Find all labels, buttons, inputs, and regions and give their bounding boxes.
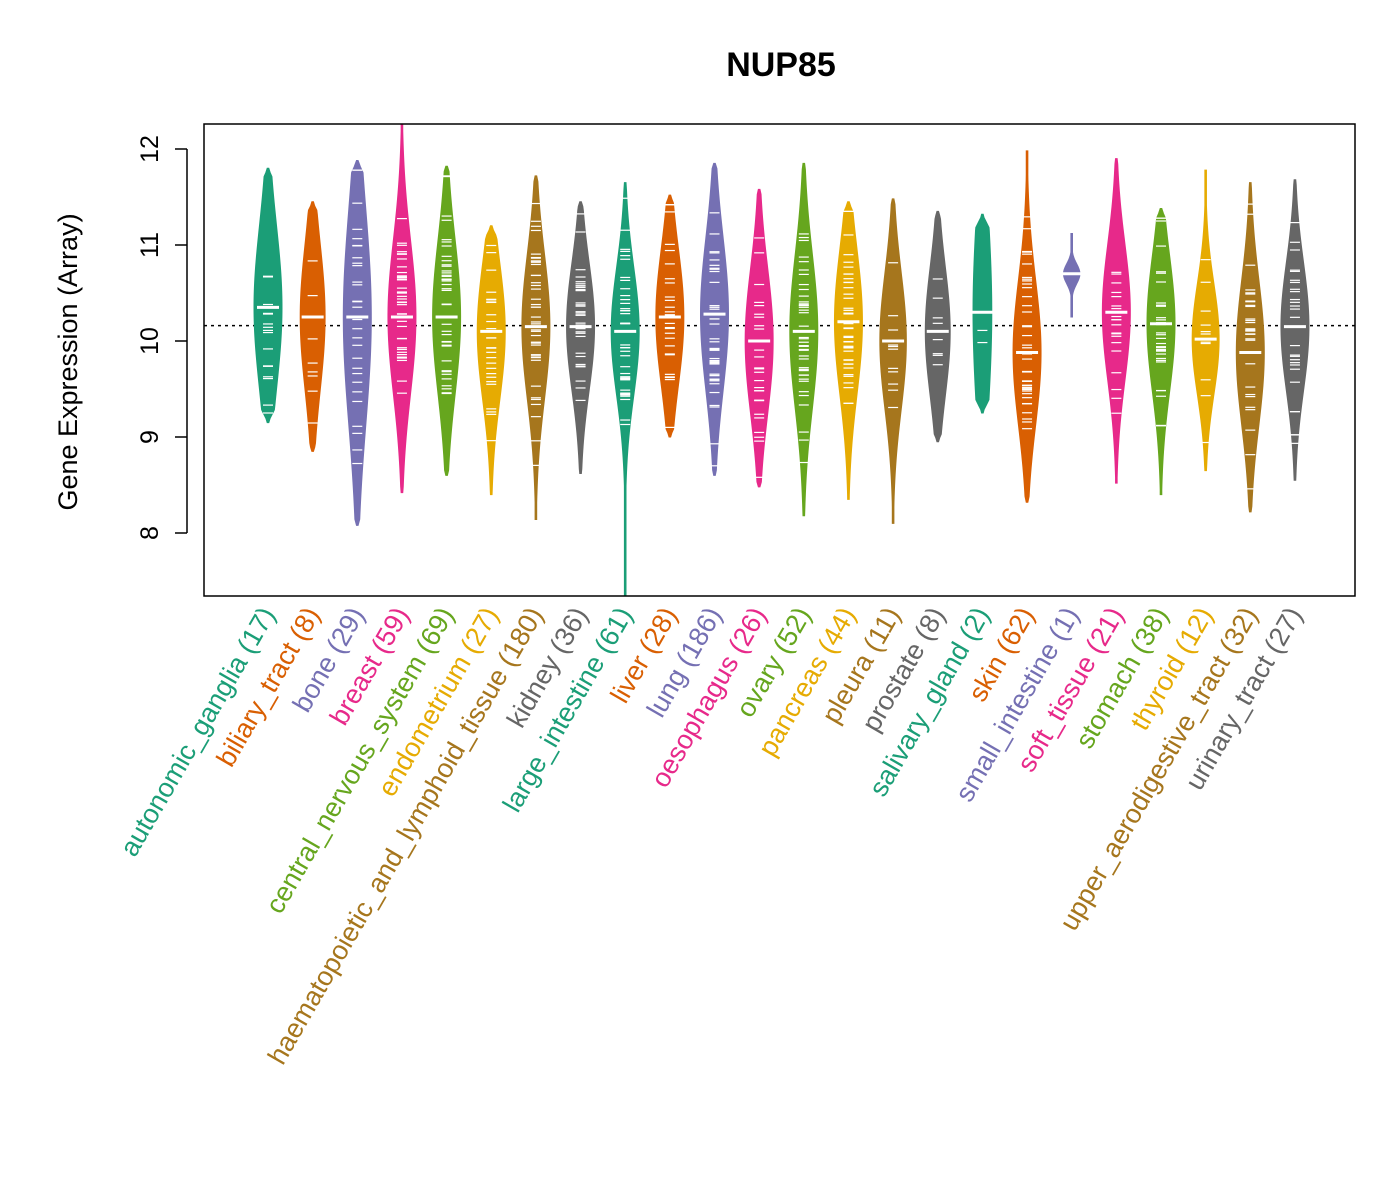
violin-body	[744, 188, 774, 488]
violin-stomach	[1146, 208, 1176, 496]
violin-liver	[655, 194, 685, 438]
violin-salivary_gland	[971, 213, 994, 414]
violin-body	[1191, 169, 1220, 472]
violin-skin	[1012, 150, 1042, 503]
y-tick-label: 11	[136, 232, 164, 258]
violin-body	[476, 225, 506, 496]
violin-haematopoietic_and_lymphoid_tissue	[521, 175, 551, 521]
violin-oesophagus	[744, 188, 774, 488]
violin-body	[521, 175, 551, 521]
violin-breast	[387, 124, 417, 494]
violin-large_intestine	[610, 182, 640, 596]
violin-ovary	[789, 162, 819, 517]
violin-body	[1235, 182, 1265, 513]
violin-kidney	[566, 201, 596, 474]
violin-body	[1280, 179, 1310, 481]
y-tick-label: 9	[136, 430, 164, 444]
y-axis-label: Gene Expression (Array)	[53, 213, 83, 510]
violin-soft_tissue	[1101, 158, 1131, 484]
y-tick-label: 8	[136, 526, 164, 540]
violin-body	[924, 210, 951, 443]
violin-bone	[342, 160, 372, 526]
plot-frame	[203, 123, 1356, 597]
violin-body	[299, 201, 326, 452]
y-axis: 8 9 10 11 12	[136, 135, 188, 540]
violin-prostate	[924, 210, 951, 443]
violin-pleura	[879, 198, 907, 524]
violin-central_nervous_system	[432, 165, 462, 476]
violin-autonomic_ganglia	[253, 167, 283, 424]
violin-endometrium	[476, 225, 506, 496]
violin-thyroid	[1191, 169, 1220, 472]
violin-upper_aerodigestive_tract	[1235, 182, 1265, 513]
violin-pancreas	[833, 201, 863, 500]
violin-body	[879, 198, 907, 524]
violin-body	[1101, 158, 1131, 484]
violin-body	[387, 124, 417, 494]
plot-marks	[204, 124, 1355, 596]
y-tick-label: 10	[136, 327, 164, 355]
violin-small_intestine	[1060, 232, 1083, 318]
y-tick-label: 12	[136, 135, 164, 163]
violin-body	[789, 162, 819, 517]
violin-body	[342, 160, 372, 526]
violin-body	[610, 182, 640, 596]
violin-body	[253, 167, 283, 424]
violin-urinary_tract	[1280, 179, 1310, 481]
chart-title: NUP85	[726, 46, 836, 84]
violin-biliary_tract	[299, 201, 326, 452]
violin-body	[566, 201, 596, 474]
violin-body	[432, 165, 462, 476]
category-labels: autonomic_ganglia (17)biliary_tract (8)b…	[114, 602, 1308, 1069]
violin-lung	[699, 162, 730, 476]
